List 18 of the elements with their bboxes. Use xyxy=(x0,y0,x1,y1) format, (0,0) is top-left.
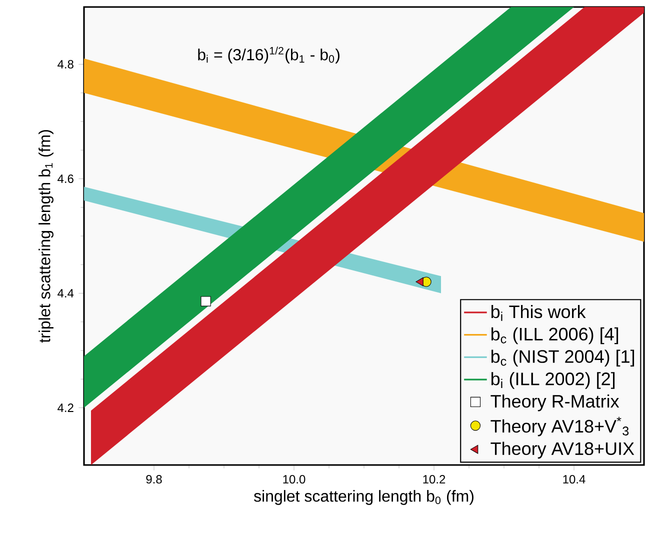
y-tick-label: 4.6 xyxy=(58,174,74,184)
y-tick-label: 4.2 xyxy=(58,404,74,412)
legend-label: Theory AV18+V$^{*}$3 xyxy=(490,416,629,436)
x-tick-label: 9.8 xyxy=(146,475,162,484)
x-axis-title: singlet scattering length b$_{0}$ (fm) xyxy=(254,490,474,505)
legend-label: b$_{i}$ (ILL 2002) [2] xyxy=(491,372,615,389)
legend-label: b$_{c}$ (ILL 2006) [4] xyxy=(491,327,618,344)
text: b$_{i}$ = (3/16)$^{1/2}$(b$_{1}$ - b$_{0}$) xyxy=(198,46,340,64)
y-tick-label: 4.8 xyxy=(58,60,74,69)
x-tick-label: 10.4 xyxy=(563,475,586,484)
legend-label: b$_{c}$ (NIST 2004) [1] xyxy=(491,350,634,366)
legend-label: Theory AV18+UIX xyxy=(490,442,634,459)
y-tick-label: 4.4 xyxy=(58,289,74,298)
x-tick-label: 10.2 xyxy=(423,475,446,484)
x-tick-label: 10.0 xyxy=(283,475,306,484)
legend-label: b$_{i}$ This work xyxy=(491,304,586,321)
y-axis-title: triplet scattering length b$_{1}$ (fm) xyxy=(38,130,54,343)
legend-label: Theory R-Matrix xyxy=(490,394,620,412)
